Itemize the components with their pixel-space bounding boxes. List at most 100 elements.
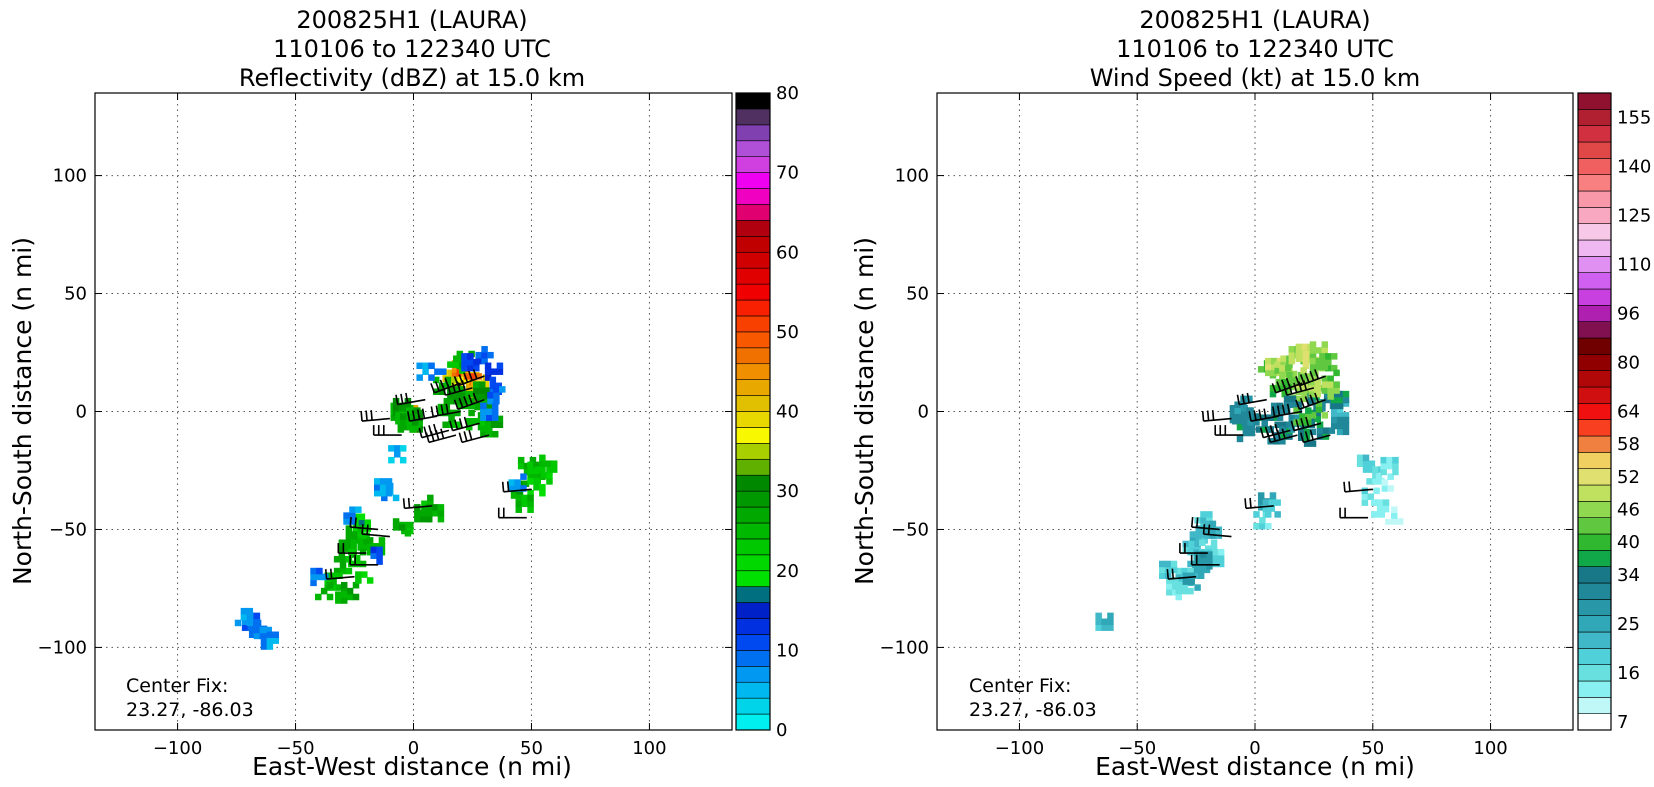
colorbar-segment bbox=[735, 713, 771, 731]
data-cell bbox=[1200, 511, 1207, 518]
colorbar-tick-label: 10 bbox=[776, 640, 799, 661]
data-cell bbox=[363, 544, 370, 551]
data-cell bbox=[1181, 567, 1188, 575]
x-axis-label: East-West distance (n mi) bbox=[1095, 752, 1415, 781]
data-cell bbox=[260, 637, 268, 644]
data-cell bbox=[1314, 415, 1321, 423]
data-cell bbox=[1273, 432, 1280, 439]
data-cell bbox=[398, 403, 406, 411]
wind-barb-flag bbox=[451, 382, 456, 393]
wind-barb-flag bbox=[468, 370, 473, 381]
data-cell bbox=[1330, 402, 1338, 410]
data-cell bbox=[1356, 454, 1364, 462]
data-cell bbox=[1330, 364, 1338, 372]
data-cell bbox=[1280, 361, 1287, 368]
data-cell bbox=[1380, 456, 1387, 464]
colorbar-segment bbox=[735, 427, 771, 444]
data-cell bbox=[272, 637, 280, 644]
data-cell bbox=[437, 409, 445, 417]
data-cell bbox=[456, 402, 464, 410]
data-cell bbox=[343, 512, 350, 519]
colorbar-tick-label: 80 bbox=[776, 83, 799, 104]
data-cell bbox=[416, 362, 423, 370]
data-cell bbox=[353, 560, 361, 568]
data-cell bbox=[508, 485, 515, 492]
wind-barb bbox=[1190, 516, 1220, 531]
colorbar-segment bbox=[1577, 337, 1612, 355]
data-cell bbox=[1255, 426, 1263, 433]
data-cell bbox=[1241, 405, 1248, 412]
colorbar-segment bbox=[735, 299, 771, 317]
data-cell bbox=[1286, 371, 1293, 379]
data-cell bbox=[1325, 364, 1332, 372]
data-cell bbox=[1342, 412, 1350, 419]
data-cell bbox=[431, 504, 439, 511]
data-cell bbox=[1212, 560, 1219, 568]
data-cell bbox=[1391, 518, 1398, 525]
data-cell bbox=[484, 368, 492, 375]
data-cell bbox=[345, 531, 353, 538]
data-cell bbox=[1382, 505, 1390, 512]
data-cell bbox=[259, 632, 267, 640]
data-cell bbox=[1321, 363, 1329, 371]
colorbar-frame bbox=[735, 92, 771, 731]
wind-barb-shaft bbox=[1303, 434, 1331, 444]
data-cell bbox=[366, 577, 374, 584]
data-cell bbox=[1175, 581, 1182, 589]
wind-barb bbox=[458, 429, 490, 444]
wind-barb-flag bbox=[1206, 410, 1210, 421]
data-cell bbox=[515, 494, 523, 502]
colorbar-segment bbox=[1577, 697, 1612, 714]
data-cell bbox=[390, 414, 397, 421]
data-cell bbox=[1333, 387, 1340, 394]
data-cell bbox=[376, 558, 383, 565]
data-cell bbox=[1321, 347, 1329, 354]
data-cell bbox=[1376, 511, 1384, 518]
y-tick-label: 0 bbox=[76, 402, 87, 423]
data-cell bbox=[550, 460, 558, 467]
wind-barb bbox=[1266, 428, 1298, 444]
data-cell bbox=[1391, 506, 1398, 513]
wind-barb-flag bbox=[435, 405, 439, 416]
data-cell bbox=[484, 374, 492, 381]
colorbar-tick-label: 64 bbox=[1617, 402, 1640, 423]
data-cell bbox=[1166, 577, 1173, 584]
data-cell bbox=[473, 393, 480, 400]
data-cell bbox=[272, 631, 280, 638]
data-cell bbox=[1387, 485, 1394, 492]
data-cell bbox=[1319, 399, 1326, 406]
data-cell bbox=[310, 567, 317, 575]
data-cell bbox=[363, 538, 370, 545]
colorbar-tick-label: 96 bbox=[1617, 304, 1640, 325]
wind-barb bbox=[1179, 543, 1208, 554]
data-cell bbox=[1095, 612, 1102, 620]
y-tick-label: 100 bbox=[895, 166, 929, 187]
data-cell bbox=[350, 539, 357, 546]
data-cell bbox=[489, 376, 497, 384]
colorbar-tick-label: 125 bbox=[1617, 206, 1651, 227]
colorbar-segment bbox=[735, 618, 771, 635]
data-cell bbox=[419, 515, 427, 523]
colorbar-segment bbox=[735, 220, 771, 237]
data-cell bbox=[1309, 341, 1317, 348]
data-cell bbox=[1279, 438, 1286, 445]
data-cell bbox=[1297, 434, 1305, 442]
data-cell bbox=[1295, 383, 1303, 391]
colorbar-segment bbox=[1577, 435, 1612, 453]
data-cell bbox=[1181, 587, 1188, 595]
x-tick-label: 100 bbox=[1473, 738, 1507, 759]
wind-barb-shaft bbox=[1270, 434, 1298, 444]
wind-barb-flag bbox=[434, 381, 440, 392]
data-cell bbox=[1265, 357, 1272, 365]
colorbar-segment bbox=[1577, 468, 1612, 486]
wind-barb-flag bbox=[463, 372, 469, 383]
wind-barb-flag bbox=[366, 524, 369, 535]
data-cell bbox=[456, 350, 464, 358]
data-cell bbox=[363, 532, 370, 539]
wind-barb-flag bbox=[463, 431, 468, 442]
data-cell bbox=[345, 556, 353, 563]
data-cell bbox=[364, 519, 372, 526]
data-cell bbox=[1314, 379, 1321, 386]
data-cell bbox=[487, 402, 494, 410]
